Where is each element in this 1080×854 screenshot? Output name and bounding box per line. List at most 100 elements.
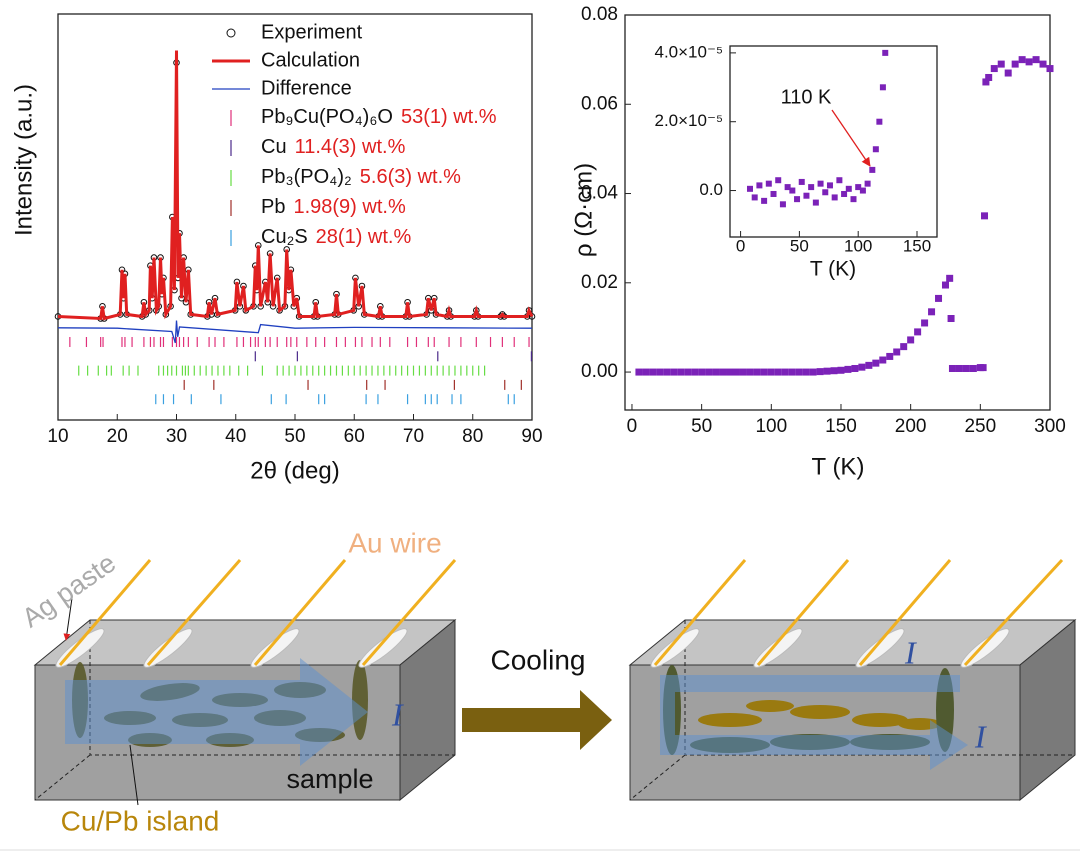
- weight-fraction: 1.98(9) wt.%: [293, 196, 405, 218]
- x-tick-label: 50: [790, 236, 809, 255]
- x-tick-label: 100: [844, 236, 872, 255]
- data-point: [802, 368, 810, 376]
- data-point: [985, 73, 993, 81]
- diagram-right: [628, 558, 1077, 802]
- data-point: [900, 343, 908, 351]
- data-point: [781, 368, 789, 376]
- x-axis-title: T (K): [812, 453, 865, 480]
- y-tick-label: 4.0×10⁻⁵: [655, 42, 724, 61]
- data-point: [982, 78, 990, 86]
- weight-fraction: 5.6(3) wt.%: [360, 166, 461, 188]
- x-tick-label: 60: [344, 426, 365, 447]
- data-point: [1039, 60, 1047, 68]
- y-tick-label: 0.08: [581, 4, 618, 25]
- data-point: [677, 368, 685, 376]
- data-point: [844, 365, 852, 373]
- data-point: [784, 184, 791, 191]
- x-tick-label: 0: [627, 416, 638, 437]
- legend-label: Calculation: [261, 49, 360, 71]
- sample-label: sample: [286, 764, 373, 794]
- data-point: [946, 274, 954, 282]
- legend-entry: Pb₉Cu(PO₄)₆O 53(1) wt.%: [261, 106, 497, 128]
- data-point: [719, 368, 727, 376]
- y-tick-label: 2.0×10⁻⁵: [655, 111, 724, 130]
- data-point: [893, 348, 901, 356]
- x-tick-label: 40: [225, 426, 246, 447]
- data-point: [823, 367, 831, 375]
- legend-label: Cu: [261, 136, 287, 158]
- y-tick-label: 0.02: [581, 272, 618, 293]
- data-point: [865, 361, 873, 369]
- data-point: [684, 368, 692, 376]
- data-point: [746, 185, 753, 192]
- data-point: [663, 368, 671, 376]
- data-point: [921, 319, 929, 327]
- data-point: [808, 184, 815, 191]
- data-point: [831, 194, 838, 201]
- data-point: [788, 368, 796, 376]
- data-point: [798, 178, 805, 185]
- data-point: [774, 368, 782, 376]
- data-point: [817, 180, 824, 187]
- legend-marker: [226, 28, 236, 38]
- x-tick-label: 250: [964, 416, 996, 437]
- x-tick-label: 300: [1034, 416, 1066, 437]
- data-point: [712, 368, 720, 376]
- data-point: [649, 368, 657, 376]
- data-point: [642, 368, 650, 376]
- data-point: [779, 201, 786, 208]
- data-point: [770, 190, 777, 197]
- data-point: [935, 294, 943, 302]
- data-point: [691, 368, 699, 376]
- plot-frame: [729, 45, 938, 238]
- current-label: I: [391, 696, 404, 732]
- data-point: [981, 212, 989, 220]
- data-point: [879, 84, 886, 91]
- annotation-arrow: [831, 109, 871, 167]
- weight-fraction: 53(1) wt.%: [401, 106, 497, 128]
- data-point: [1046, 65, 1054, 73]
- data-point: [812, 199, 819, 206]
- x-tick-label: 50: [284, 426, 305, 447]
- legend-label: Cu₂S: [261, 226, 308, 248]
- data-point: [746, 368, 754, 376]
- data-point: [907, 336, 915, 344]
- data-point: [836, 177, 843, 184]
- x-tick-label: 50: [691, 416, 712, 437]
- data-point: [803, 192, 810, 199]
- legend-entry: Pb₃(PO₄)₂ 5.6(3) wt.%: [261, 166, 461, 188]
- data-point: [656, 368, 664, 376]
- charts: 10 20 30 40 50 60 70 80 90 2θ (deg) Intensity (a.u…: [10, 4, 1066, 484]
- data-point: [1011, 60, 1019, 68]
- legend-label: Difference: [261, 77, 352, 99]
- data-point: [947, 315, 955, 323]
- data-point: [739, 368, 747, 376]
- island-label: Cu/Pb island: [61, 805, 220, 836]
- au-wire-label: Au wire: [348, 527, 441, 558]
- series-line: [57, 320, 533, 344]
- data-point: [855, 184, 862, 191]
- data-point: [775, 177, 782, 184]
- x-tick-label: 20: [107, 426, 128, 447]
- x-axis-title: T (K): [810, 258, 856, 281]
- current-label: I: [974, 718, 987, 754]
- data-point: [955, 364, 963, 372]
- x-tick-label: 200: [895, 416, 927, 437]
- weight-fraction: 28(1) wt.%: [316, 226, 412, 248]
- legend-entry: Cu₂S 28(1) wt.%: [261, 226, 411, 248]
- series-line: [57, 50, 534, 321]
- x-axis-title: 2θ (deg): [250, 457, 339, 484]
- data-point: [789, 187, 796, 194]
- current-label: I: [904, 634, 917, 670]
- data-point: [969, 364, 977, 372]
- data-point: [822, 189, 829, 196]
- x-tick-label: 30: [166, 426, 187, 447]
- y-axis-title: Intensity (a.u.): [10, 84, 37, 236]
- data-point: [876, 118, 883, 125]
- data-point: [864, 180, 871, 187]
- data-point: [858, 363, 866, 371]
- data-point: [941, 281, 949, 289]
- data-point: [872, 359, 880, 367]
- data-point: [751, 194, 758, 201]
- data-point: [732, 368, 740, 376]
